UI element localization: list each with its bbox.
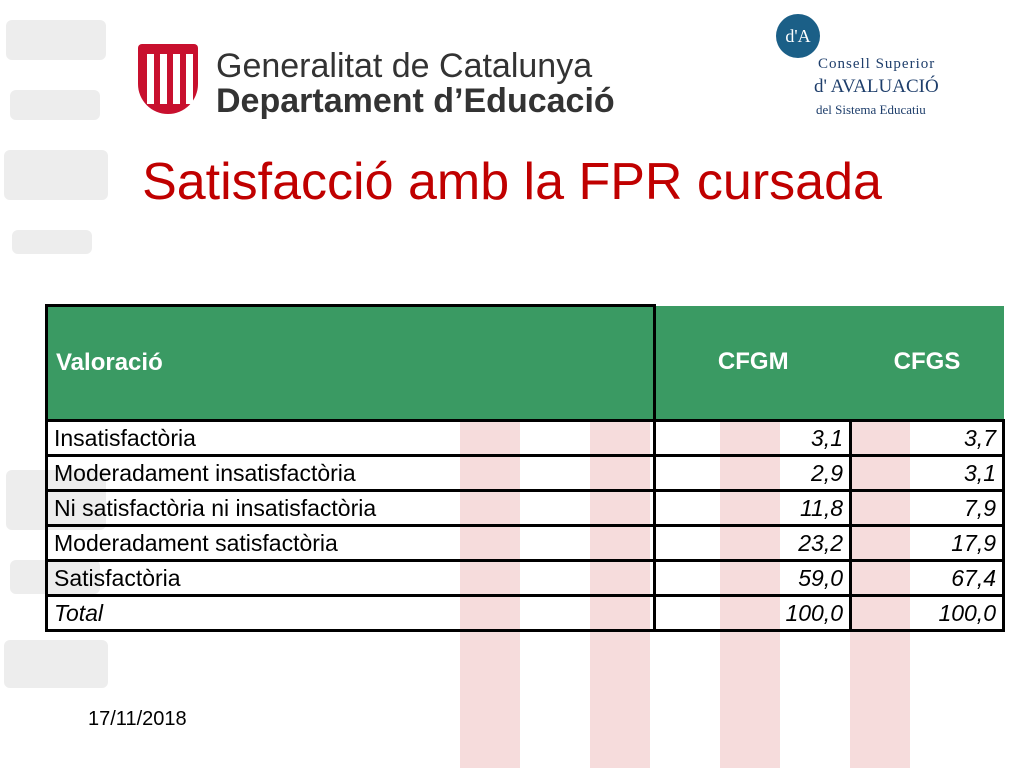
- csa-line-3: del Sistema Educatiu: [816, 102, 926, 117]
- slide-title: Satisfacció amb la FPR cursada: [142, 153, 882, 211]
- row-label: Ni satisfactòria ni insatisfactòria: [45, 489, 656, 527]
- slide-date: 17/11/2018: [88, 708, 187, 730]
- table-row: Satisfactòria 59,0 67,4: [45, 559, 1005, 597]
- row-label-total: Total: [45, 594, 656, 632]
- generalitat-logo: Generalitat de Catalunya Departament d’E…: [138, 42, 638, 122]
- row-label: Moderadament satisfactòria: [45, 524, 656, 562]
- cfgm-value: 3,1: [653, 419, 852, 457]
- table-row-total: Total 100,0 100,0: [45, 594, 1005, 632]
- cfgs-value: 67,4: [849, 559, 1005, 597]
- generalitat-name: Generalitat de Catalunya: [216, 47, 593, 85]
- cfgm-value: 23,2: [653, 524, 852, 562]
- csa-line-2: d' AVALUACIÓ: [814, 76, 939, 97]
- header-cfgm: CFGM: [654, 305, 851, 421]
- header-cfgs: CFGS: [850, 305, 1004, 421]
- cfgs-value: 3,7: [849, 419, 1005, 457]
- cfgs-value: 17,9: [849, 524, 1005, 562]
- catalan-flag-seal-icon: [138, 44, 198, 114]
- cfgs-total-value: 100,0: [849, 594, 1005, 632]
- table-row: Moderadament satisfactòria 23,2 17,9: [45, 524, 1005, 562]
- row-label: Satisfactòria: [45, 559, 656, 597]
- table-row: Moderadament insatisfactòria 2,9 3,1: [45, 454, 1005, 492]
- table-header-row: Valoració CFGM CFGS: [45, 304, 1004, 422]
- row-label: Moderadament insatisfactòria: [45, 454, 656, 492]
- csa-circle-icon: d'A: [776, 14, 820, 58]
- department-name: Departament d’Educació: [216, 82, 615, 120]
- cfgs-value: 7,9: [849, 489, 1005, 527]
- cfgm-value: 59,0: [653, 559, 852, 597]
- table-row: Ni satisfactòria ni insatisfactòria 11,8…: [45, 489, 1005, 527]
- csa-line-1: Consell Superior: [818, 56, 936, 72]
- row-label: Insatisfactòria: [45, 419, 656, 457]
- cfgm-value: 11,8: [653, 489, 852, 527]
- cfgm-total-value: 100,0: [653, 594, 852, 632]
- cfgm-value: 2,9: [653, 454, 852, 492]
- cfgs-value: 3,1: [849, 454, 1005, 492]
- consell-superior-logo: d'A Consell Superior d' AVALUACIÓ del Si…: [770, 10, 990, 120]
- satisfaction-table: Valoració CFGM CFGS Insatisfactòria 3,1 …: [45, 304, 1005, 632]
- table-row: Insatisfactòria 3,1 3,7: [45, 419, 1005, 457]
- header-valoracio: Valoració: [45, 304, 656, 422]
